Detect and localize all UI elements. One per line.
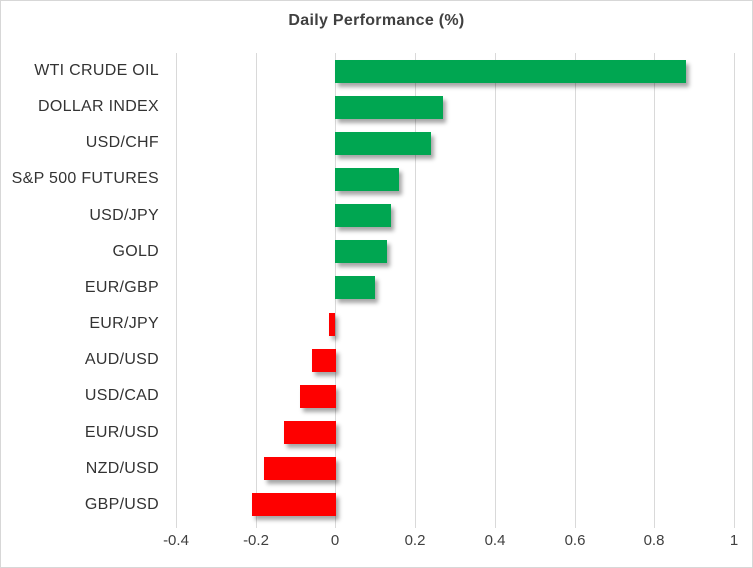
gridline--0.4 — [176, 53, 177, 528]
bar-gbp-usd — [252, 493, 336, 516]
category-label-gold: GOLD — [112, 243, 159, 260]
x-axis-tick-label: -0.2 — [243, 532, 269, 549]
x-axis-tick-label: 0.8 — [643, 532, 665, 549]
plot-area — [176, 53, 735, 528]
x-axis-tick-label: -0.4 — [163, 532, 189, 549]
gridline-0.8 — [654, 53, 655, 528]
bar-usd-jpy — [335, 204, 391, 227]
bar-dollar-index — [335, 96, 443, 119]
gridline-0.2 — [415, 53, 416, 528]
x-axis-tick-label: 0.6 — [564, 532, 586, 549]
category-axis: WTI CRUDE OIL DOLLAR INDEX USD/CHF S&P 500 … — [1, 53, 159, 523]
bar-wti-crude-oil — [335, 60, 686, 83]
bar-usd-chf — [335, 132, 431, 155]
bar-usd-cad — [300, 385, 336, 408]
category-label-usd-jpy: USD/JPY — [89, 207, 159, 224]
category-label-wti-crude-oil: WTI CRUDE OIL — [34, 62, 159, 79]
category-label-eur-gbp: EUR/GBP — [84, 279, 159, 296]
gridline-0.4 — [495, 53, 496, 528]
category-label-eur-usd: EUR/USD — [84, 424, 159, 441]
x-axis-tick-label: 0 — [330, 532, 340, 549]
x-axis-tick-label: 0.4 — [484, 532, 506, 549]
x-axis-tick-label: 1 — [729, 532, 739, 549]
category-label-nzd-usd: NZD/USD — [85, 460, 159, 477]
category-label-dollar-index: DOLLAR INDEX — [38, 98, 159, 115]
gridline-0.6 — [575, 53, 576, 528]
chart-title: Daily Performance (%) — [288, 12, 465, 29]
bar-nzd-usd — [264, 457, 336, 480]
bar-aud-usd — [312, 349, 336, 372]
bar-gold — [335, 240, 387, 263]
category-label-gbp-usd: GBP/USD — [84, 496, 159, 513]
category-label-eur-jpy: EUR/JPY — [89, 315, 159, 332]
bar-s-p-500-futures — [335, 168, 399, 191]
bar-eur-jpy — [329, 313, 335, 336]
gridline-1 — [734, 53, 735, 528]
bar-eur-usd — [284, 421, 336, 444]
category-label-usd-chf: USD/CHF — [85, 134, 159, 151]
category-label-usd-cad: USD/CAD — [84, 387, 159, 404]
category-label-aud-usd: AUD/USD — [84, 351, 159, 368]
category-label-s-p-500-futures: S&P 500 FUTURES — [11, 170, 159, 187]
bar-eur-gbp — [335, 276, 375, 299]
gridline--0.2 — [256, 53, 257, 528]
x-axis: -0.4 -0.2 0 0.2 0.4 0.6 0.8 1 — [1, 532, 752, 554]
x-axis-tick-label: 0.2 — [404, 532, 426, 549]
